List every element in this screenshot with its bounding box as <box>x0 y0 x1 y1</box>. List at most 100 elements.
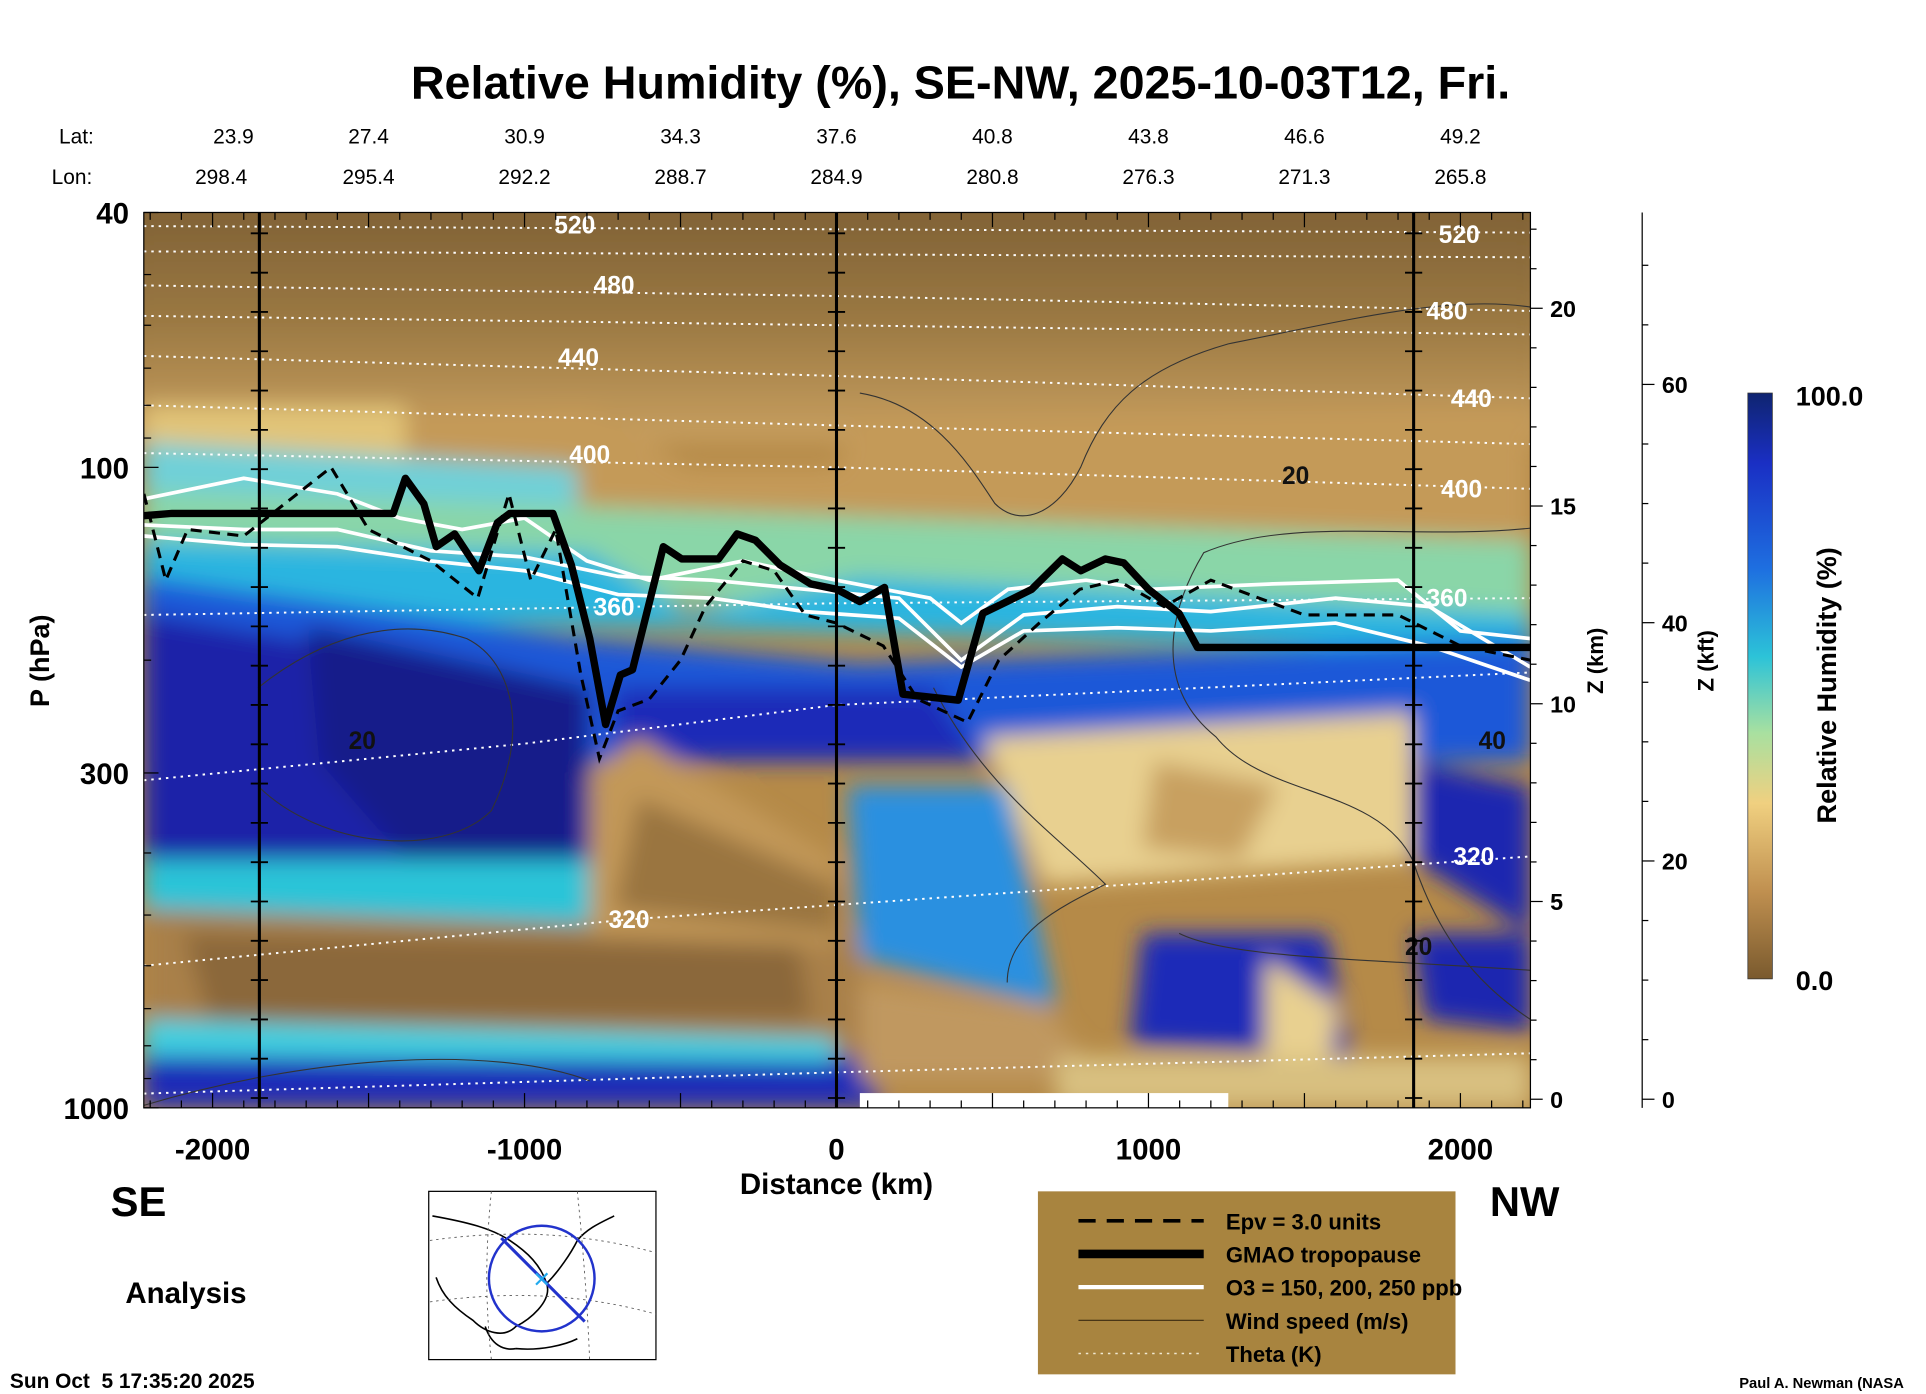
theta-label: 400 <box>569 442 610 469</box>
map-center-marker: ✕ <box>532 1267 551 1292</box>
z-kft-axis: 60 40 20 0 <box>1641 212 1688 1113</box>
y-tick-label: 1000 <box>63 1093 129 1126</box>
o3-contour-250 <box>143 534 1531 683</box>
lon-value: 280.8 <box>966 166 1018 189</box>
map-range-circle <box>487 1224 596 1333</box>
lon-value: 265.8 <box>1434 166 1486 189</box>
lon-prefix: Lon: <box>52 166 93 189</box>
x-tick-label: 1000 <box>1116 1133 1182 1166</box>
epv-contour <box>143 465 1531 764</box>
lon-value: 276.3 <box>1122 166 1174 189</box>
z-km-axis: 20 15 10 5 0 <box>1530 228 1576 1113</box>
theta-contour-480 <box>143 284 1531 312</box>
x-tick-label: 2000 <box>1428 1133 1494 1166</box>
y-tick-label: 100 <box>80 452 129 485</box>
se-label: SE <box>111 1178 167 1225</box>
zkm-tick-label: 0 <box>1550 1087 1563 1113</box>
theta-label: 520 <box>554 212 595 239</box>
theta-contour-460 <box>143 314 1531 336</box>
theta-contour-340 <box>143 671 1531 782</box>
map-section-line <box>500 1236 586 1323</box>
zkm-tick-label: 15 <box>1550 494 1576 520</box>
x-axis: -2000 -1000 0 1000 2000 <box>149 212 1524 1166</box>
timestamp: Sun Oct 5 17:35:20 2025 <box>10 1370 255 1393</box>
zkm-tick-label: 5 <box>1550 889 1563 915</box>
tropopause-layer <box>143 474 1531 729</box>
legend-label: O3 = 150, 200, 250 ppb <box>1226 1276 1462 1301</box>
lat-value: 30.9 <box>504 126 545 149</box>
colorbar-max-label: 100.0 <box>1796 381 1864 411</box>
analysis-label: Analysis <box>125 1277 246 1310</box>
location-map-inset: ✕ <box>428 1190 657 1361</box>
y-axis: 40 100 300 1000 <box>63 198 159 1126</box>
theta-label: 480 <box>1427 299 1468 326</box>
wind-contour <box>859 303 1531 517</box>
lon-value: 284.9 <box>810 166 862 189</box>
zkft-tick-label: 0 <box>1662 1087 1675 1113</box>
y-tick-label: 300 <box>80 758 129 791</box>
x-tick-label: -1000 <box>487 1133 562 1166</box>
credit: Paul A. Newman (NASA <box>1739 1376 1904 1392</box>
wind-label: 20 <box>1282 463 1309 490</box>
tropopause-line <box>143 474 1531 729</box>
theta-contour-520 <box>143 225 1531 234</box>
epv-line <box>143 465 1531 764</box>
wind-contour <box>933 687 1107 983</box>
theta-label: 480 <box>594 273 635 300</box>
lon-value: 271.3 <box>1278 166 1330 189</box>
x-tick-label: -2000 <box>175 1133 250 1166</box>
lat-value: 40.8 <box>972 126 1013 149</box>
zkft-tick-label: 20 <box>1662 849 1688 875</box>
theta-label: 360 <box>1427 586 1468 613</box>
lat-lon-labels: Lat: Lon: 23.9 298.4 27.4 295.4 30.9 292.2 34.… <box>52 126 1487 190</box>
lon-value: 288.7 <box>654 166 706 189</box>
legend-label: Epv = 3.0 units <box>1226 1209 1381 1234</box>
lat-value: 43.8 <box>1128 126 1169 149</box>
y-axis-label: P (hPa) <box>25 614 55 707</box>
lat-value: 46.6 <box>1284 126 1325 149</box>
wind-contour <box>143 1058 590 1106</box>
zkft-tick-label: 40 <box>1662 610 1688 636</box>
theta-label: 320 <box>609 907 650 934</box>
colorbar <box>1747 392 1773 980</box>
theta-label: 400 <box>1441 476 1482 503</box>
theta-contour-320 <box>143 855 1531 967</box>
vertical-markers <box>250 212 1423 1108</box>
zkm-tick-label: 10 <box>1550 691 1576 717</box>
chart-title: Relative Humidity (%), SE-NW, 2025-10-03… <box>411 56 1510 108</box>
wind-label: 20 <box>1405 934 1432 961</box>
theta-contour-500 <box>143 250 1531 259</box>
zkm-tick-label: 20 <box>1550 296 1576 322</box>
theta-label: 520 <box>1439 222 1480 249</box>
wind-label: 20 <box>349 728 376 755</box>
theta-label: 440 <box>558 345 599 372</box>
lat-value: 49.2 <box>1440 126 1481 149</box>
legend-label: GMAO tropopause <box>1226 1243 1421 1268</box>
wind-speed-contours <box>143 303 1531 1106</box>
y-tick-label: 40 <box>96 198 129 231</box>
theta-label: 440 <box>1451 386 1492 413</box>
lat-value: 34.3 <box>660 126 701 149</box>
lon-value: 292.2 <box>498 166 550 189</box>
legend-label: Theta (K) <box>1226 1342 1322 1367</box>
wind-label: 40 <box>1479 728 1506 755</box>
lat-value: 37.6 <box>816 126 857 149</box>
legend: Epv = 3.0 units GMAO tropopause O3 = 150, … <box>1037 1191 1462 1375</box>
lat-value: 27.4 <box>348 126 389 149</box>
zkft-tick-label: 60 <box>1662 372 1688 398</box>
colorbar-label: Relative Humidity (%) <box>1812 547 1842 823</box>
legend-label: Wind speed (m/s) <box>1226 1309 1409 1334</box>
z-km-label: Z (km) <box>1583 628 1608 694</box>
theta-label: 320 <box>1453 844 1494 871</box>
lat-value: 23.9 <box>213 126 254 149</box>
x-axis-label: Distance (km) <box>740 1168 933 1201</box>
z-kft-label: Z (kft) <box>1693 630 1718 691</box>
nw-label: NW <box>1490 1178 1560 1225</box>
wind-contour <box>257 628 514 842</box>
lat-prefix: Lat: <box>59 126 94 149</box>
wind-contour <box>1172 527 1531 1020</box>
lon-value: 295.4 <box>342 166 394 189</box>
x-tick-label: 0 <box>828 1133 844 1166</box>
wind-contour <box>1178 932 1531 971</box>
